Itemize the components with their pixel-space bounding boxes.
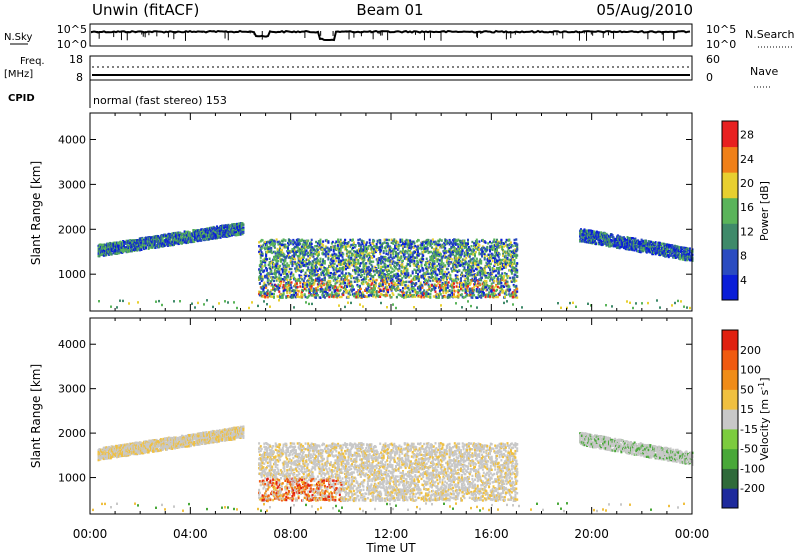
nave-lo-label: 0 [706,71,713,84]
velocity-colorbar: 200 100 50 15 -15 -50 -100 -200 [721,329,765,509]
freq-strip [89,55,693,81]
y-tick-label: 2000 [58,427,86,440]
station-title: Unwin (fitACF) [92,1,199,19]
x-tick-label: 00:00 [73,527,108,541]
x-tick-label: 00:00 [675,527,710,541]
velocity-cbar-tick: -50 [740,443,758,456]
cpid-text: normal (fast stereo) 153 [93,94,227,107]
power-ylabel: Slant Range [km] [29,161,43,265]
freq-unit-label: [MHz] [4,69,33,80]
cpid-label: CPID [8,93,35,104]
power-cbar-tick: 24 [740,153,754,166]
x-tick-label: 04:00 [173,527,208,541]
nsky-label: N.Sky [4,32,32,43]
nsky-strip [89,23,693,47]
power-colorbar: 4 8 12 16 20 24 28 [721,120,754,301]
velocity-cbar-tick: 50 [740,383,754,396]
power-cbar-tick: 28 [740,129,754,142]
freq-label: Freq. [20,56,45,67]
velocity-cbar-tick: -200 [740,482,765,495]
nsearch-label: N.Search [745,28,795,41]
nsearch-lo-label: 10^0 [706,38,736,51]
y-tick-label: 4000 [58,133,86,146]
velocity-cbar-tick: 100 [740,364,761,377]
y-tick-label: 3000 [58,178,86,191]
y-tick-label: 4000 [58,338,86,351]
freq-lo-label: 8 [76,71,83,84]
beam-title: Beam 01 [356,1,423,19]
freq-hi-label: 18 [69,53,83,66]
nsky-trace [91,29,691,42]
y-tick-label: 1000 [58,472,86,485]
y-tick-label: 3000 [58,383,86,396]
velocity-ylabel: Slant Range [km] [29,364,43,468]
x-tick-label: 16:00 [474,527,509,541]
x-tick-label: 20:00 [574,527,609,541]
x-axis-label: Time UT [365,541,416,554]
date-title: 05/Aug/2010 [596,1,693,19]
velocity-cbar-tick: 15 [740,403,754,416]
nsky-lo-label: 10^0 [57,38,87,51]
power-cbar-label: Power [dB] [758,181,771,241]
nave-label: Nave [750,65,778,78]
power-cbar-tick: 20 [740,177,754,190]
power-cbar-tick: 4 [740,274,747,287]
velocity-cbar-tick: -15 [740,423,758,436]
power-cbar-tick: 16 [740,201,754,214]
power-panel: 1000 2000 3000 4000 [58,112,694,312]
time-axis: 00:00 04:00 08:00 12:00 16:00 20:00 00:00 [73,527,710,541]
velocity-panel: 1000 2000 3000 4000 [58,317,694,515]
power-cbar-tick: 12 [740,225,754,238]
nsearch-hi-label: 10^5 [706,23,736,36]
x-tick-label: 08:00 [273,527,308,541]
velocity-cbar-tick: -100 [740,462,765,475]
velocity-cbar-label: Velocity [m s-1] [757,377,771,460]
x-tick-label: 12:00 [374,527,409,541]
y-tick-label: 1000 [58,268,86,281]
nave-hi-label: 60 [706,53,720,66]
y-tick-label: 2000 [58,223,86,236]
velocity-cbar-tick: 200 [740,344,761,357]
power-cbar-tick: 8 [740,250,747,263]
nsky-hi-label: 10^5 [57,23,87,36]
